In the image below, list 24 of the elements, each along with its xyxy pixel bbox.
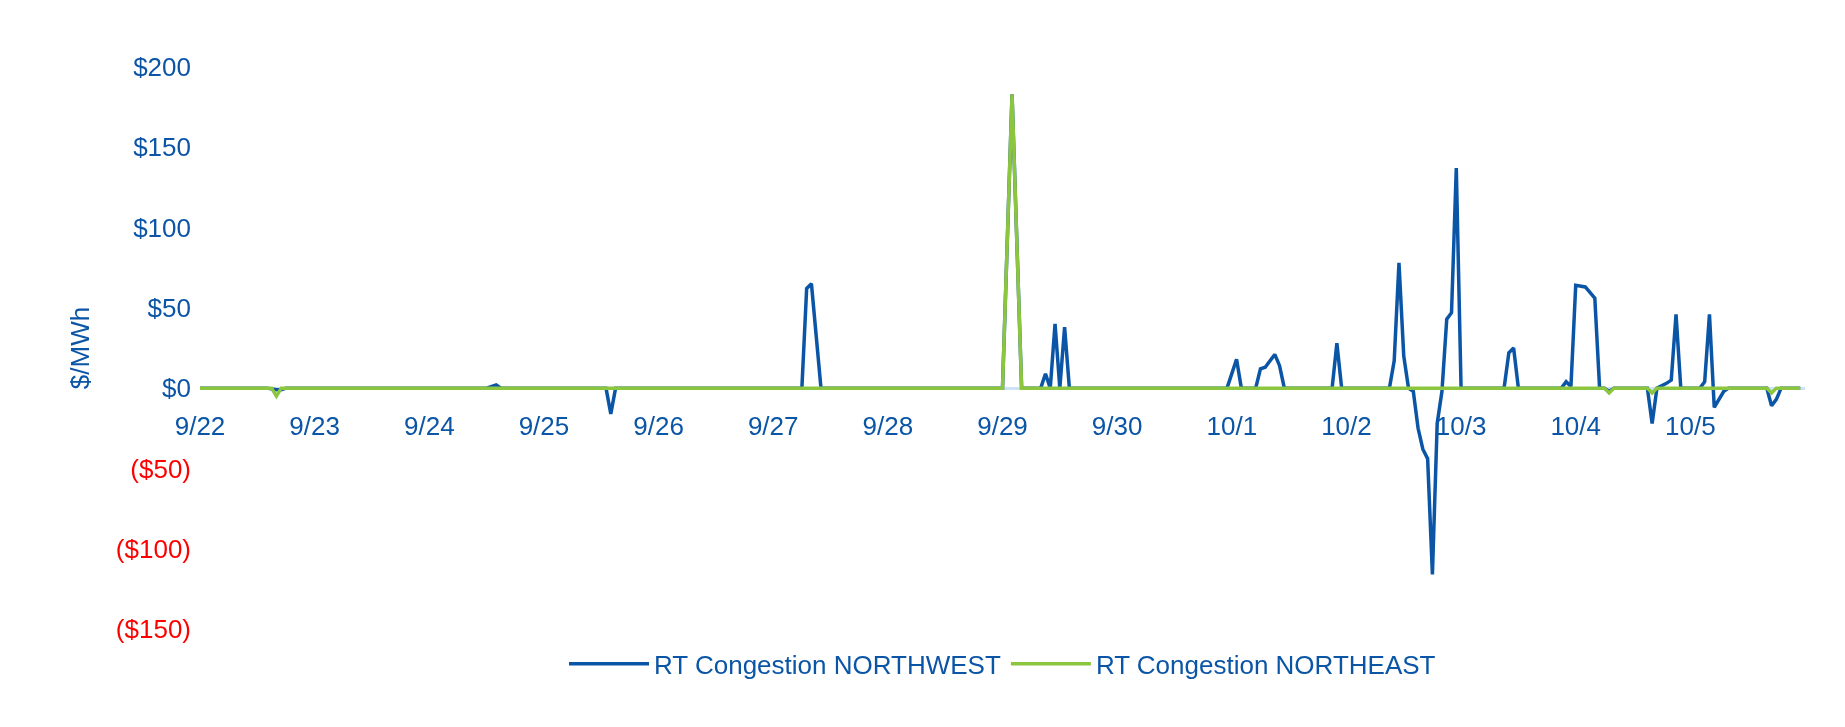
- x-tick-label: 9/29: [977, 411, 1028, 442]
- y-tick-label: ($150): [115, 614, 191, 645]
- legend-label: RT Congestion NORTHEAST: [1095, 649, 1436, 680]
- legend-label: RT Congestion NORTHWEST: [654, 649, 1001, 680]
- y-tick-label: $150: [133, 132, 191, 163]
- x-tick-label: 10/5: [1665, 411, 1716, 442]
- y-axis-title: $/MWh: [65, 306, 96, 390]
- x-tick-label: 9/25: [518, 411, 570, 442]
- x-tick-label: 9/24: [403, 411, 455, 442]
- x-tick-label: 9/22: [174, 411, 226, 442]
- x-tick-label: 9/23: [289, 411, 340, 442]
- y-tick-label: $50: [147, 292, 191, 323]
- y-tick-label: ($50): [130, 453, 191, 484]
- x-tick-label: 10/1: [1206, 411, 1258, 442]
- y-tick-label: ($100): [115, 533, 191, 564]
- x-tick-label: 9/26: [633, 411, 684, 442]
- x-tick-label: 9/28: [862, 411, 914, 442]
- y-tick-label: $100: [133, 212, 191, 243]
- x-tick-label: 10/4: [1550, 411, 1602, 442]
- x-tick-label: 9/27: [747, 411, 799, 442]
- y-tick-label: $0: [162, 373, 191, 404]
- y-tick-label: $200: [133, 52, 191, 83]
- x-tick-label: 10/2: [1321, 411, 1372, 442]
- x-tick-label: 9/30: [1091, 411, 1143, 442]
